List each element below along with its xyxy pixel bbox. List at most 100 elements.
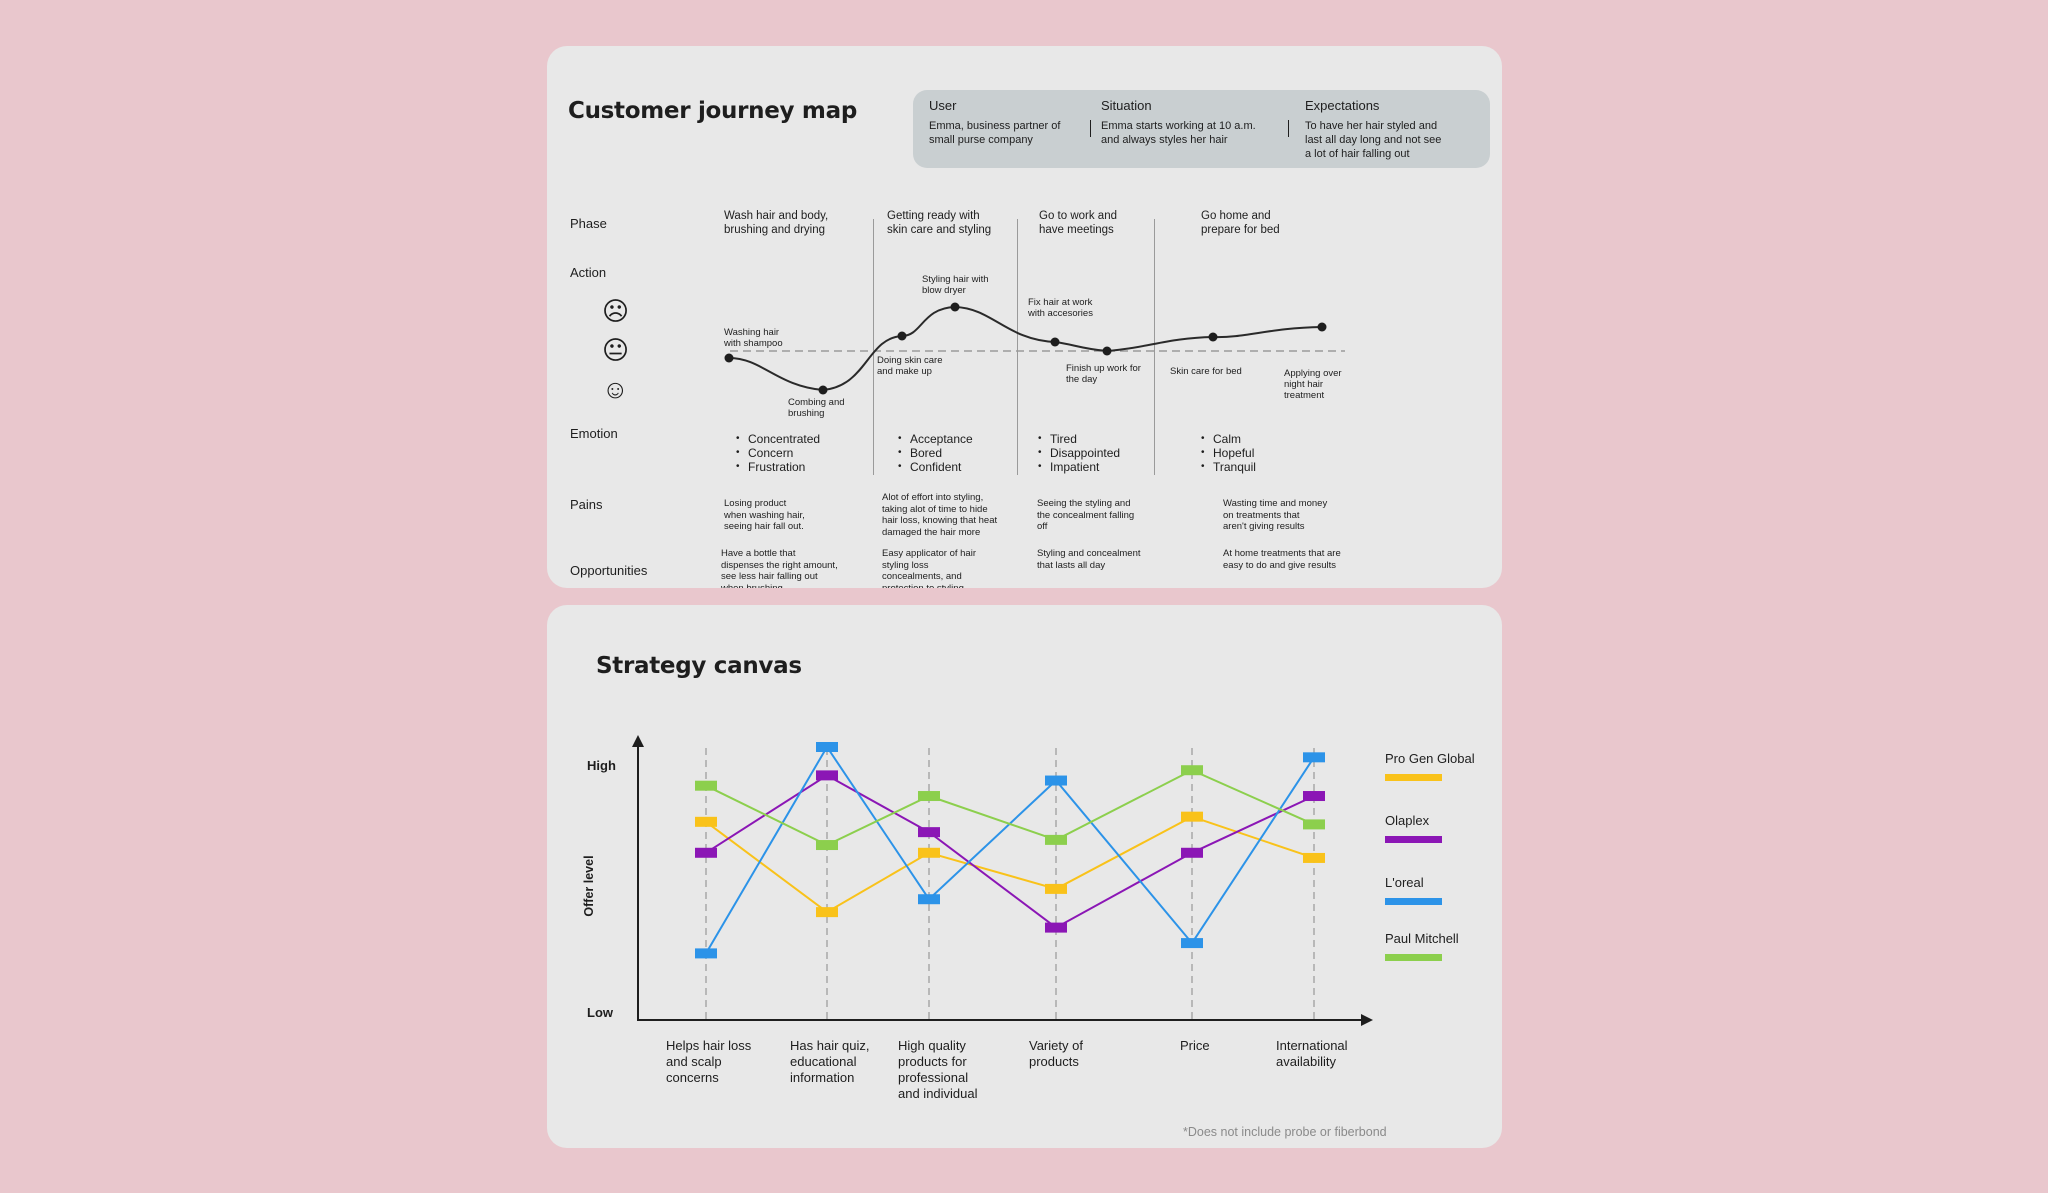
- legend-swatch: [1385, 836, 1442, 843]
- series-pro-gen-global: [695, 811, 1325, 918]
- pain-text: Alot of effort into styling, taking alot…: [882, 492, 998, 538]
- action-point: [724, 353, 734, 363]
- data-point: [918, 791, 940, 802]
- data-point: [816, 907, 838, 918]
- phase-divider: [1017, 219, 1018, 475]
- x-axis-arrow: [1361, 1014, 1373, 1026]
- action-point: [1050, 337, 1060, 347]
- data-point: [1181, 847, 1203, 858]
- info-divider: [1288, 120, 1289, 137]
- pain-text: Seeing the styling and the concealment f…: [1037, 498, 1135, 532]
- info-user-text: Emma, business partner of small purse co…: [929, 120, 1061, 146]
- emotion-item: Confident: [898, 460, 973, 474]
- phase-3: Go to work and have meetings: [1039, 210, 1117, 236]
- series: [695, 742, 1325, 959]
- strategy-canvas-card: Strategy canvas High Low Offer level Hel…: [547, 605, 1502, 1148]
- phase-4: Go home and prepare for bed: [1201, 210, 1280, 236]
- legend-swatch: [1385, 898, 1442, 905]
- action-point: [897, 331, 907, 341]
- info-situation-text: Emma starts working at 10 a.m. and alway…: [1101, 120, 1256, 146]
- y-tick-high: High: [587, 758, 616, 773]
- emotion-item: Tranquil: [1201, 460, 1256, 474]
- phase-2: Getting ready with skin care and styling: [887, 210, 992, 236]
- chart-footnote: *Does not include probe or fiberbond: [1183, 1125, 1387, 1139]
- phase-divider: [1154, 219, 1155, 475]
- x-category-label: Has hair quiz, educational information: [790, 1038, 870, 1085]
- legend-item-paul-mitchell: Paul Mitchell: [1385, 931, 1459, 961]
- legend-label: Pro Gen Global: [1385, 751, 1475, 766]
- emotion-item: Tired: [1038, 432, 1120, 446]
- series-line: [705, 815, 1315, 914]
- action-label: Fix hair at work with accesories: [1028, 297, 1093, 319]
- action-point: [1317, 322, 1327, 332]
- data-point: [816, 770, 838, 781]
- strategy-chart: [632, 735, 1373, 1026]
- row-label-opportunities: Opportunities: [570, 563, 648, 578]
- info-expectations: Expectations To have her hair styled and…: [1305, 98, 1441, 161]
- emotion-item: Disappointed: [1038, 446, 1120, 460]
- data-point: [695, 816, 717, 827]
- info-divider: [1090, 120, 1091, 137]
- data-point: [1045, 922, 1067, 933]
- legend-item-loreal: L'oreal: [1385, 875, 1442, 905]
- series-line: [705, 769, 1315, 847]
- data-point: [1303, 819, 1325, 830]
- x-category-label: International availability: [1276, 1038, 1348, 1069]
- data-point: [918, 847, 940, 858]
- data-point: [816, 840, 838, 851]
- opportunity-text: At home treatments that are easy to do a…: [1223, 548, 1341, 571]
- data-point: [695, 780, 717, 791]
- legend-swatch: [1385, 774, 1442, 781]
- row-label-pains: Pains: [570, 497, 603, 512]
- legend-label: Paul Mitchell: [1385, 931, 1459, 946]
- emotion-item: Calm: [1201, 432, 1256, 446]
- emotion-list: Calm Hopeful Tranquil: [1201, 432, 1256, 474]
- data-point: [1045, 834, 1067, 845]
- info-user: User Emma, business partner of small pur…: [929, 98, 1060, 147]
- journey-info-panel: User Emma, business partner of small pur…: [913, 90, 1490, 168]
- legend-item-pro-gen-global: Pro Gen Global: [1385, 751, 1475, 781]
- y-tick-low: Low: [587, 1005, 613, 1020]
- data-point: [1045, 883, 1067, 894]
- action-label: Combing and brushing: [788, 397, 845, 419]
- data-point: [1303, 752, 1325, 763]
- emotion-item: Frustration: [736, 460, 820, 474]
- x-category-label: Price: [1180, 1038, 1210, 1053]
- action-label: Finish up work for the day: [1066, 363, 1141, 385]
- opportunity-text: Easy applicator of hair styling loss con…: [882, 548, 976, 588]
- action-label: Skin care for bed: [1170, 366, 1242, 377]
- series-olaplex: [695, 770, 1325, 933]
- data-point: [918, 894, 940, 905]
- emotion-curve: [728, 305, 1323, 392]
- info-expectations-heading: Expectations: [1305, 98, 1380, 113]
- opportunity-text: Have a bottle that dispenses the right a…: [721, 548, 838, 588]
- action-point: [1208, 332, 1218, 342]
- data-point: [1303, 852, 1325, 863]
- legend-label: L'oreal: [1385, 875, 1424, 890]
- data-point: [1303, 791, 1325, 802]
- series-l-oreal: [695, 742, 1325, 959]
- data-point: [1181, 938, 1203, 949]
- action-point: [818, 385, 828, 395]
- legend-label: Olaplex: [1385, 813, 1430, 828]
- emotion-item: Bored: [898, 446, 973, 460]
- pain-text: Losing product when washing hair, seeing…: [724, 498, 805, 532]
- grid-lines: [705, 748, 1315, 1020]
- info-situation-heading: Situation: [1101, 98, 1152, 113]
- series-line: [705, 774, 1315, 929]
- row-label-phase: Phase: [570, 216, 607, 231]
- axes: [632, 735, 1373, 1026]
- info-expectations-text: To have her hair styled and last all day…: [1305, 120, 1442, 160]
- happy-face-icon: ☺: [602, 374, 629, 404]
- data-point: [918, 827, 940, 838]
- neutral-face-icon: 😐︎: [602, 335, 630, 365]
- action-label: Applying over night hair treatment: [1284, 368, 1342, 401]
- series-paul-mitchell: [695, 765, 1325, 851]
- action-point: [950, 302, 960, 312]
- y-axis-arrow: [632, 735, 644, 747]
- emotion-item: Acceptance: [898, 432, 973, 446]
- action-label: Doing skin care and make up: [877, 355, 943, 377]
- data-point: [1045, 775, 1067, 786]
- journey-title: Customer journey map: [568, 98, 857, 124]
- action-label: Styling hair with blow dryer: [922, 274, 989, 296]
